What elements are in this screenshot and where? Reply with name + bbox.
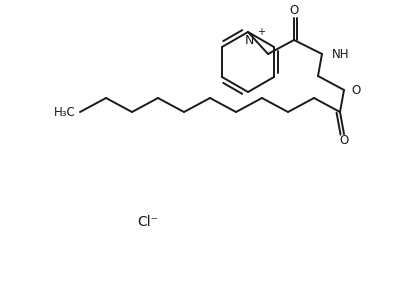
Text: N: N — [244, 34, 254, 47]
Text: +: + — [257, 27, 265, 37]
Text: Cl⁻: Cl⁻ — [137, 215, 159, 229]
Text: O: O — [339, 135, 349, 147]
Text: H₃C: H₃C — [54, 105, 76, 118]
Text: O: O — [289, 5, 299, 18]
Text: NH: NH — [332, 47, 349, 60]
Text: O: O — [351, 83, 360, 97]
